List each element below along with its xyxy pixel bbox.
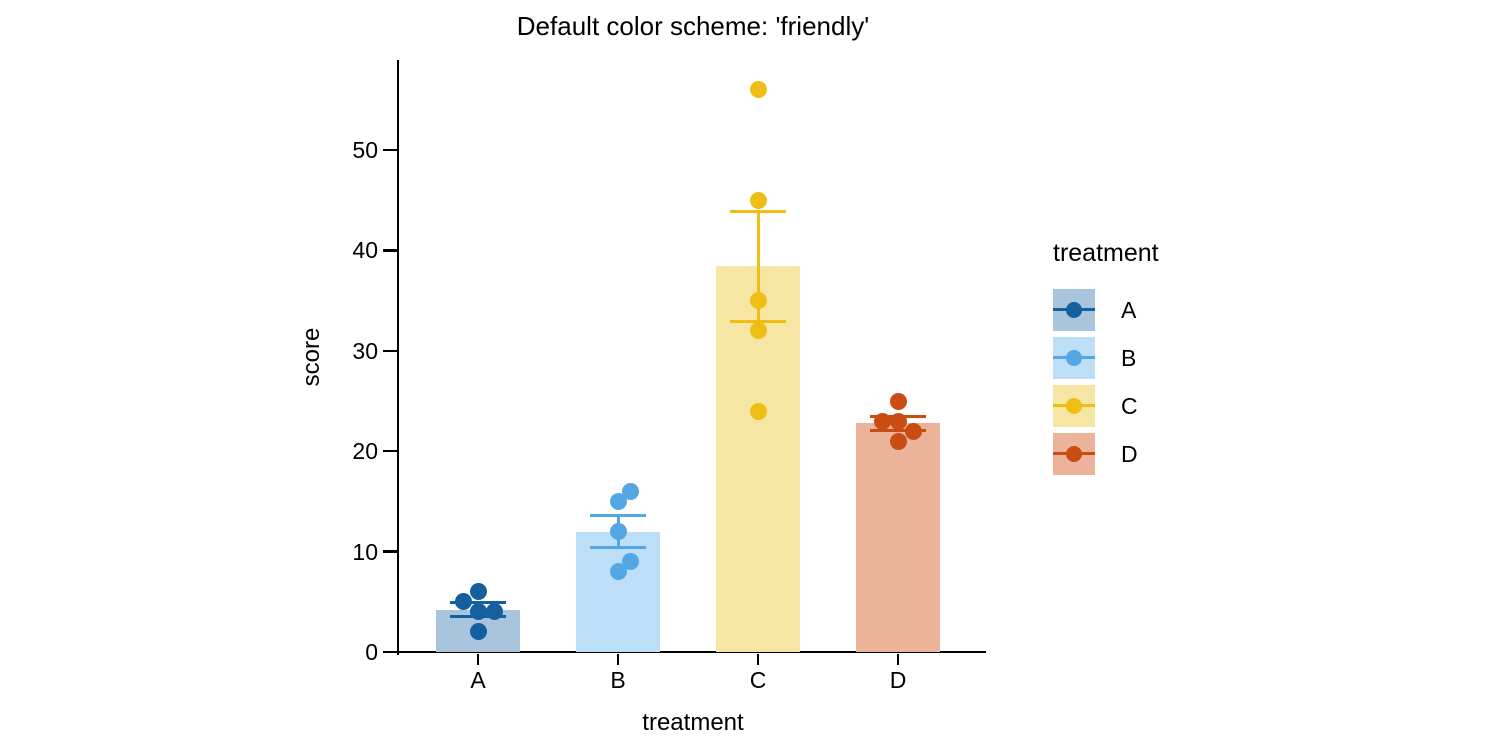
x-tick	[476, 653, 480, 665]
legend-key-dot-icon	[1066, 446, 1082, 462]
data-point	[609, 523, 627, 541]
x-tick-label: C	[749, 667, 767, 693]
data-point	[469, 583, 487, 601]
legend-swatch	[1053, 289, 1095, 331]
error-bar-cap	[590, 546, 646, 550]
legend-item: C	[1053, 385, 1159, 427]
x-tick	[756, 653, 760, 665]
y-tick	[382, 249, 397, 252]
y-tick-label: 20	[352, 438, 378, 465]
chart-title: Default color scheme: 'friendly'	[516, 11, 870, 41]
y-tick-label: 40	[352, 237, 378, 264]
legend-key-dot-icon	[1066, 398, 1082, 414]
data-point	[749, 402, 767, 420]
legend-key-dot-icon	[1066, 350, 1082, 366]
data-point	[889, 432, 907, 450]
error-bar-cap	[870, 428, 926, 432]
y-tick-label: 0	[365, 639, 378, 665]
error-bar-cap	[590, 513, 646, 517]
data-point	[609, 563, 627, 581]
legend-item-label: A	[1121, 296, 1137, 323]
data-point	[454, 593, 472, 611]
x-tick-label: D	[889, 667, 907, 693]
y-tick-label: 10	[352, 538, 378, 565]
x-tick-label: A	[470, 667, 486, 693]
legend-swatch	[1053, 433, 1095, 475]
error-bar-cap	[450, 601, 506, 605]
error-bar-line	[756, 211, 760, 322]
x-axis-title: treatment	[642, 709, 744, 736]
y-tick-label: 30	[352, 337, 378, 364]
data-point	[485, 603, 503, 621]
data-point	[749, 322, 767, 340]
legend-title: treatment	[1053, 239, 1159, 267]
bar	[576, 531, 660, 652]
legend-key-dot-icon	[1066, 302, 1082, 318]
data-point	[609, 492, 627, 510]
legend-item: A	[1053, 289, 1159, 331]
data-point	[873, 412, 891, 430]
data-point	[621, 553, 639, 571]
x-tick	[616, 653, 620, 665]
x-axis-line	[396, 650, 986, 654]
data-point	[749, 81, 767, 99]
y-tick	[382, 349, 397, 353]
data-point	[749, 191, 767, 209]
data-point	[621, 482, 639, 500]
y-axis-line	[396, 60, 399, 655]
data-point	[889, 412, 907, 430]
y-tick	[382, 650, 397, 654]
data-point	[889, 392, 907, 410]
legend-item-label: C	[1121, 392, 1138, 419]
legend-item: D	[1053, 433, 1159, 475]
error-bar-cap	[730, 320, 786, 324]
legend-item-label: D	[1121, 440, 1138, 467]
legend-item-label: B	[1121, 344, 1137, 371]
x-tick	[896, 653, 900, 665]
y-tick	[382, 449, 397, 453]
error-bar-cap	[730, 209, 786, 213]
y-tick-label: 50	[352, 137, 378, 163]
data-point	[469, 623, 487, 641]
data-point	[749, 292, 767, 310]
legend-swatch	[1053, 385, 1095, 427]
data-point	[904, 422, 922, 440]
x-tick-label: B	[610, 667, 626, 693]
y-tick	[382, 550, 397, 553]
bar	[856, 423, 940, 652]
legend-swatch	[1053, 337, 1095, 379]
y-tick	[382, 148, 397, 152]
data-point	[469, 603, 487, 621]
legend-item: B	[1053, 337, 1159, 379]
